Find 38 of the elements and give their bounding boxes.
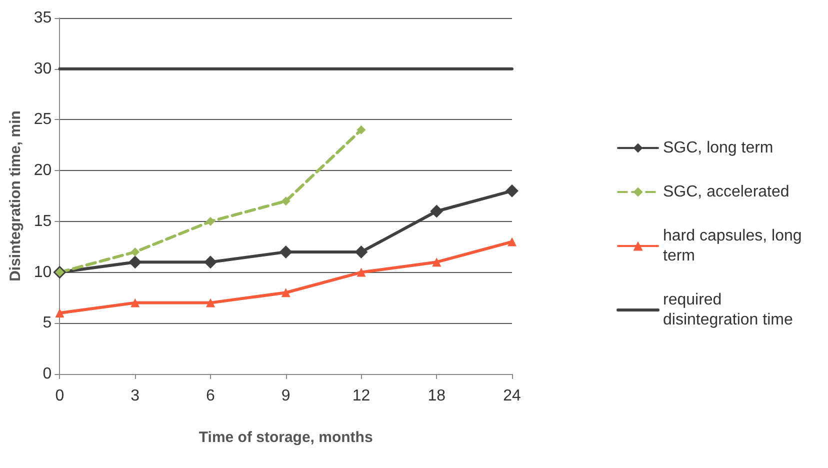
y-tick-label: 5 — [42, 314, 52, 332]
x-tick-label: 6 — [206, 388, 216, 404]
point — [356, 268, 366, 277]
point — [55, 308, 64, 318]
point — [281, 288, 290, 298]
point — [130, 247, 140, 256]
y-tick-label: 0 — [42, 366, 52, 382]
legend-label: SGC, long term — [663, 140, 774, 156]
point — [128, 256, 142, 269]
legend-label: SGC, accelerated — [663, 184, 790, 200]
point — [506, 184, 518, 198]
point — [430, 204, 444, 218]
point — [206, 216, 215, 226]
x-tick-label: 18 — [428, 388, 446, 404]
point — [356, 125, 366, 134]
point — [508, 237, 516, 246]
point — [204, 256, 217, 269]
x-tick-label: 0 — [55, 388, 64, 404]
legend-label: required disintegration time — [663, 292, 793, 328]
y-tick-label: 15 — [34, 212, 52, 230]
y-axis-title: Disintegration time, min — [7, 110, 24, 282]
y-tick-label: 35 — [34, 10, 52, 26]
point — [130, 298, 140, 308]
legend-label: hard capsules, long term — [663, 228, 806, 264]
x-tick-label: 9 — [281, 388, 290, 404]
x-axis-title: Time of storage, months — [198, 429, 373, 446]
point — [432, 258, 442, 267]
x-tick-label: 3 — [130, 388, 140, 404]
point — [279, 245, 292, 258]
y-tick-label: 10 — [34, 264, 52, 281]
x-tick-label: 24 — [503, 388, 521, 404]
x-tick-label: 12 — [352, 388, 370, 404]
point — [281, 196, 290, 206]
point — [354, 245, 368, 258]
y-tick-label: 25 — [34, 111, 52, 128]
y-tick-label: 30 — [34, 60, 52, 78]
y-tick-label: 20 — [34, 162, 52, 180]
point — [206, 298, 215, 308]
